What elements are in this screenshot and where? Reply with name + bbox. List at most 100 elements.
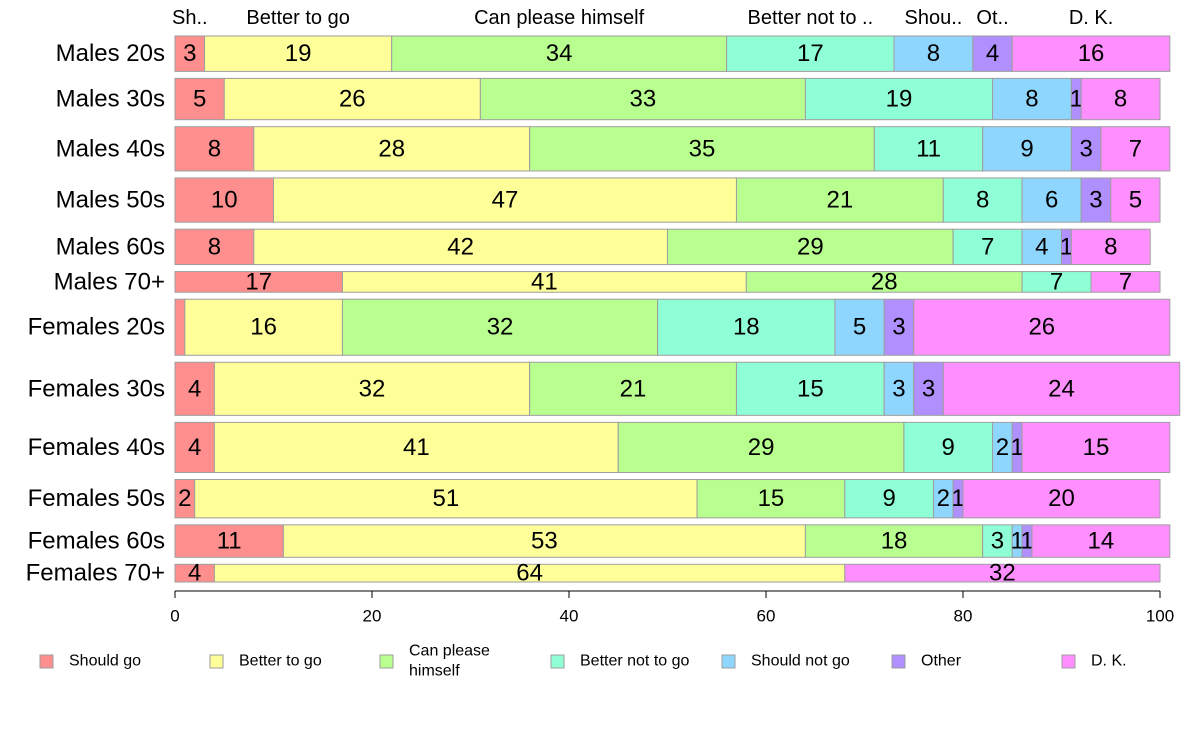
column-header-label: Can please himself — [474, 7, 645, 29]
legend-label: Other — [921, 653, 962, 670]
bar-segment — [834, 298, 885, 356]
segment-label: 28 — [871, 268, 898, 295]
segment-label: 3 — [1089, 187, 1102, 214]
legend-item: Better to go — [209, 653, 322, 670]
segment-label: 1 — [1060, 233, 1073, 260]
segment-label: 1 — [1020, 528, 1033, 555]
segment-label: 3 — [1079, 135, 1092, 162]
legend-item: Better not to go — [550, 653, 690, 670]
x-axis: 0 20 40 60 80 100 — [170, 590, 1174, 626]
bar-segment — [184, 298, 343, 356]
bar-segment — [253, 228, 669, 266]
bar-segment — [1090, 271, 1161, 293]
bar-segment — [952, 228, 1023, 266]
bar-segment — [174, 126, 255, 172]
legend-item: Other — [891, 653, 962, 670]
legend-label: Should go — [69, 653, 141, 670]
row-label: Females 60s — [28, 528, 165, 555]
segment-label: 32 — [989, 560, 1016, 587]
bar-segment — [391, 35, 728, 72]
segment-label: 10 — [211, 187, 238, 214]
segment-label: 3 — [991, 528, 1004, 555]
bar-segment — [529, 126, 875, 172]
row-labels: Males 20s Males 30s Males 40s Males 50s Male… — [26, 40, 165, 586]
bar-row: 16 32 18 5 3 26 — [174, 298, 1171, 356]
bar-segment — [341, 298, 659, 356]
segment-label: 29 — [748, 434, 775, 461]
legend-swatch — [379, 654, 394, 669]
segment-label: 1 — [1010, 528, 1023, 555]
legend-swatch — [721, 654, 736, 669]
bar-row: 8 28 35 11 9 3 7 — [174, 126, 1171, 172]
legend-label: Better not to go — [580, 653, 690, 670]
column-header-label: Sh.. — [172, 7, 208, 29]
segment-label: 6 — [1045, 187, 1058, 214]
segment-label: 2 — [178, 485, 191, 512]
segment-label: 8 — [208, 233, 221, 260]
bar-segment — [1110, 177, 1161, 223]
bar-segment — [873, 126, 984, 172]
segment-label: 2 — [996, 434, 1009, 461]
bar-segment — [213, 361, 531, 416]
segment-label: 32 — [487, 314, 514, 341]
segment-label: 15 — [758, 485, 785, 512]
bar-segment — [213, 421, 619, 474]
row-label: Females 30s — [28, 375, 165, 402]
bar-segment — [1031, 524, 1171, 558]
bar-segment — [992, 77, 1072, 121]
bar-row: 8 42 29 7 4 1 8 — [174, 228, 1151, 266]
bar-row: 10 47 21 8 6 3 5 — [174, 177, 1161, 223]
segment-label: 9 — [1020, 135, 1033, 162]
row-label: Females 50s — [28, 485, 165, 512]
bar-segment — [1080, 177, 1112, 223]
bar-segment — [174, 35, 206, 72]
segment-label: 64 — [516, 560, 543, 587]
segment-label: 7 — [1050, 268, 1063, 295]
bar-segment — [194, 479, 698, 519]
segment-label: 28 — [378, 135, 405, 162]
segment-label: 14 — [1088, 528, 1115, 555]
segment-label: 8 — [927, 40, 940, 67]
segment-label: 5 — [193, 86, 206, 113]
column-header-label: D. K. — [1069, 7, 1113, 29]
segment-label: 11 — [217, 528, 242, 555]
segment-label: 9 — [882, 485, 895, 512]
segment-label: 18 — [733, 314, 760, 341]
bar-segment — [174, 228, 255, 266]
column-header-label: Ot.. — [976, 7, 1008, 29]
segment-label: 4 — [188, 375, 201, 402]
row-label: Females 70+ — [26, 560, 165, 587]
segment-label: 15 — [797, 375, 824, 402]
segment-label: 20 — [1048, 485, 1075, 512]
legend-item: Should not go — [721, 653, 850, 670]
bar-segment — [1070, 126, 1102, 172]
segment-label: 21 — [620, 375, 647, 402]
bar-segment — [174, 77, 225, 121]
x-tick-label: 60 — [757, 607, 776, 626]
segment-label: 7 — [1129, 135, 1142, 162]
segment-label: 3 — [183, 40, 196, 67]
column-header-labels: Sh.. Better to go Can please himself Better… — [172, 7, 1113, 29]
segment-label: 8 — [976, 187, 989, 214]
row-label: Females 20s — [28, 314, 165, 341]
row-label: Males 50s — [56, 187, 165, 214]
bar-row: 3 19 34 17 8 4 16 — [174, 35, 1171, 72]
legend: Should go Better to go Can please himself Be… — [39, 643, 1127, 680]
row-label: Males 30s — [56, 86, 165, 113]
column-header-label: Shou.. — [905, 7, 963, 29]
bar-segment — [844, 563, 1161, 583]
segment-label: 8 — [208, 135, 221, 162]
bar-segment — [804, 524, 984, 558]
segment-label: 21 — [827, 187, 854, 214]
bar-segment — [942, 177, 1023, 223]
segment-label: 15 — [1083, 434, 1110, 461]
segment-label: 18 — [881, 528, 908, 555]
segment-label: 41 — [531, 268, 558, 295]
bar-segment — [913, 361, 944, 416]
bar-segment — [174, 524, 284, 558]
bar-segment — [893, 35, 974, 72]
segment-label: 7 — [981, 233, 994, 260]
segment-label: 17 — [797, 40, 824, 67]
segment-label: 26 — [339, 86, 366, 113]
segment-label: 17 — [245, 268, 272, 295]
